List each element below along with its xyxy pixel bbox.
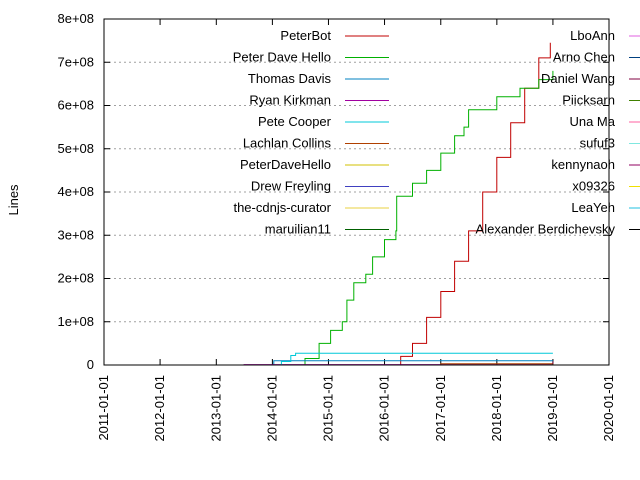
y-tick-label: 5e+08 (57, 141, 94, 156)
series-line-pete-cooper (272, 352, 553, 366)
x-axis: 2011-01-01 2012-01-01 2013-01-01 2014-01-01… (96, 19, 616, 442)
legend-label-peter-dave-hello: Peter Dave Hello (233, 50, 331, 65)
legend-label-peterbot: PeterBot (280, 28, 331, 43)
legend-label-maruilian11: maruilian11 (265, 222, 331, 237)
legend-label-una-ma: Una Ma (569, 114, 615, 129)
legend-label-alexander-berdichevsky: Alexander Berdichevsky (476, 222, 616, 237)
x-tick-label: 2020-01-01 (601, 375, 616, 442)
legend-label-lachlan-collins: Lachlan Collins (243, 136, 332, 151)
legend-label-kennynaoh: kennynaoh (551, 157, 615, 172)
x-tick-label: 2016-01-01 (377, 375, 392, 442)
series-line-peterbot (390, 42, 551, 366)
x-tick-label: 2013-01-01 (208, 375, 223, 442)
legend-label-daniel-wang: Daniel Wang (541, 71, 615, 86)
series-line-peter-dave-hello (295, 70, 554, 366)
y-tick-label: 4e+08 (57, 184, 94, 199)
legend-label-drew-freyling: Drew Freyling (251, 179, 331, 194)
x-tick-label: 2018-01-01 (489, 375, 504, 442)
legend-label-lboann: LboAnn (570, 28, 615, 43)
x-tick-label: 2015-01-01 (320, 375, 335, 442)
legend-label-peterdavehello: PeterDaveHello (240, 157, 331, 172)
legend-label-the-cdnjs-curator: the-cdnjs-curator (233, 200, 331, 215)
legend-label-x09326: x09326 (572, 179, 615, 194)
x-tick-label: 2011-01-01 (96, 375, 111, 441)
legend-label-pete-cooper: Pete Cooper (258, 114, 332, 129)
y-tick-label: 6e+08 (57, 98, 94, 113)
y-tick-label: 3e+08 (57, 227, 94, 242)
x-tick-label: 2017-01-01 (433, 375, 448, 442)
y-tick-label: 8e+08 (57, 11, 94, 26)
y-axis-label: Lines (6, 184, 21, 216)
legend-label-sufuf3: sufuf3 (580, 136, 615, 151)
y-tick-label: 1e+08 (57, 314, 94, 329)
legend: PeterBot Peter Dave Hello Thomas Davis Ryan… (233, 28, 640, 237)
legend-label-arno-chen: Arno Chen (553, 50, 615, 65)
legend-label-thomas-davis: Thomas Davis (248, 71, 332, 86)
y-tick-label: 0 (87, 357, 94, 372)
plot-frame (103, 18, 610, 366)
x-tick-label: 2012-01-01 (152, 375, 167, 442)
x-tick-label: 2014-01-01 (264, 375, 279, 442)
y-tick-label: 7e+08 (57, 54, 94, 69)
legend-label-piicksarn: Piicksarn (562, 93, 615, 108)
y-tick-label: 2e+08 (57, 271, 94, 286)
legend-label-leayeh: LeaYeh (571, 200, 615, 215)
legend-label-ryan-kirkman: Ryan Kirkman (249, 93, 331, 108)
y-axis: 0 1e+08 2e+08 3e+08 4e+08 5e+08 6e+08 7e+08 8e+0… (57, 11, 609, 372)
x-tick-label: 2019-01-01 (545, 375, 560, 442)
